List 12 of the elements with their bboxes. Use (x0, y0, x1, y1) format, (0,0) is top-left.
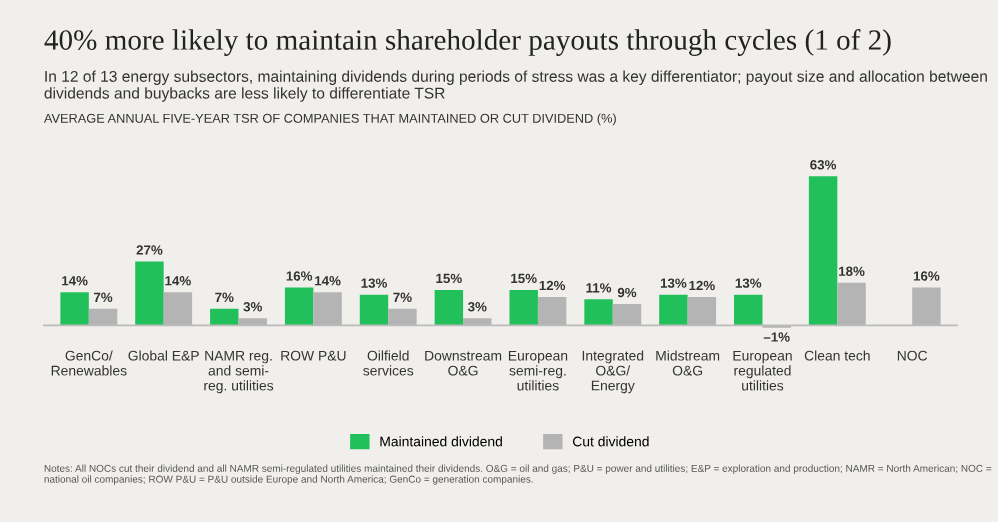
bar (509, 289, 538, 326)
bar (584, 299, 613, 326)
bar (808, 176, 838, 326)
bar (359, 294, 389, 326)
bar (210, 308, 239, 326)
bar (60, 292, 89, 326)
chart-title: 40% more likely to maintain shareholder payouts through cycles (1 of 2) (44, 29, 891, 56)
bar (734, 294, 763, 326)
bar (659, 294, 688, 326)
bar (434, 289, 464, 326)
bar (135, 261, 164, 326)
bar (284, 287, 314, 326)
